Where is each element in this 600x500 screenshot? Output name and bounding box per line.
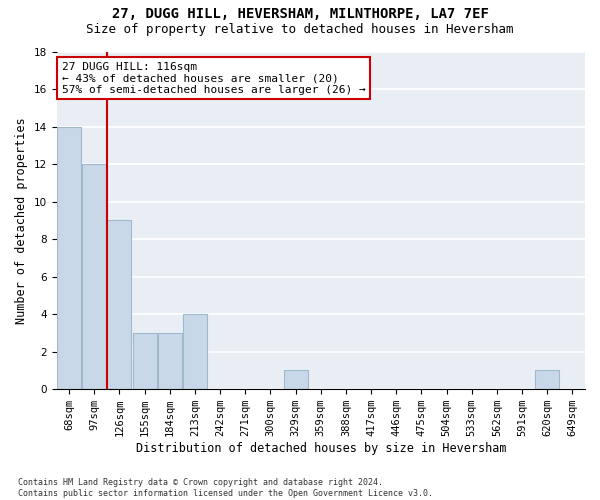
Text: Contains HM Land Registry data © Crown copyright and database right 2024.
Contai: Contains HM Land Registry data © Crown c… [18,478,433,498]
X-axis label: Distribution of detached houses by size in Heversham: Distribution of detached houses by size … [136,442,506,455]
Text: 27 DUGG HILL: 116sqm
← 43% of detached houses are smaller (20)
57% of semi-detac: 27 DUGG HILL: 116sqm ← 43% of detached h… [62,62,365,95]
Text: 27, DUGG HILL, HEVERSHAM, MILNTHORPE, LA7 7EF: 27, DUGG HILL, HEVERSHAM, MILNTHORPE, LA… [112,8,488,22]
Bar [284,370,308,389]
Bar [158,333,182,389]
Bar [183,314,207,389]
Bar [107,220,131,389]
Bar [57,126,81,389]
Text: Size of property relative to detached houses in Heversham: Size of property relative to detached ho… [86,22,514,36]
Bar [535,370,559,389]
Bar [82,164,106,389]
Bar [133,333,157,389]
Y-axis label: Number of detached properties: Number of detached properties [15,117,28,324]
